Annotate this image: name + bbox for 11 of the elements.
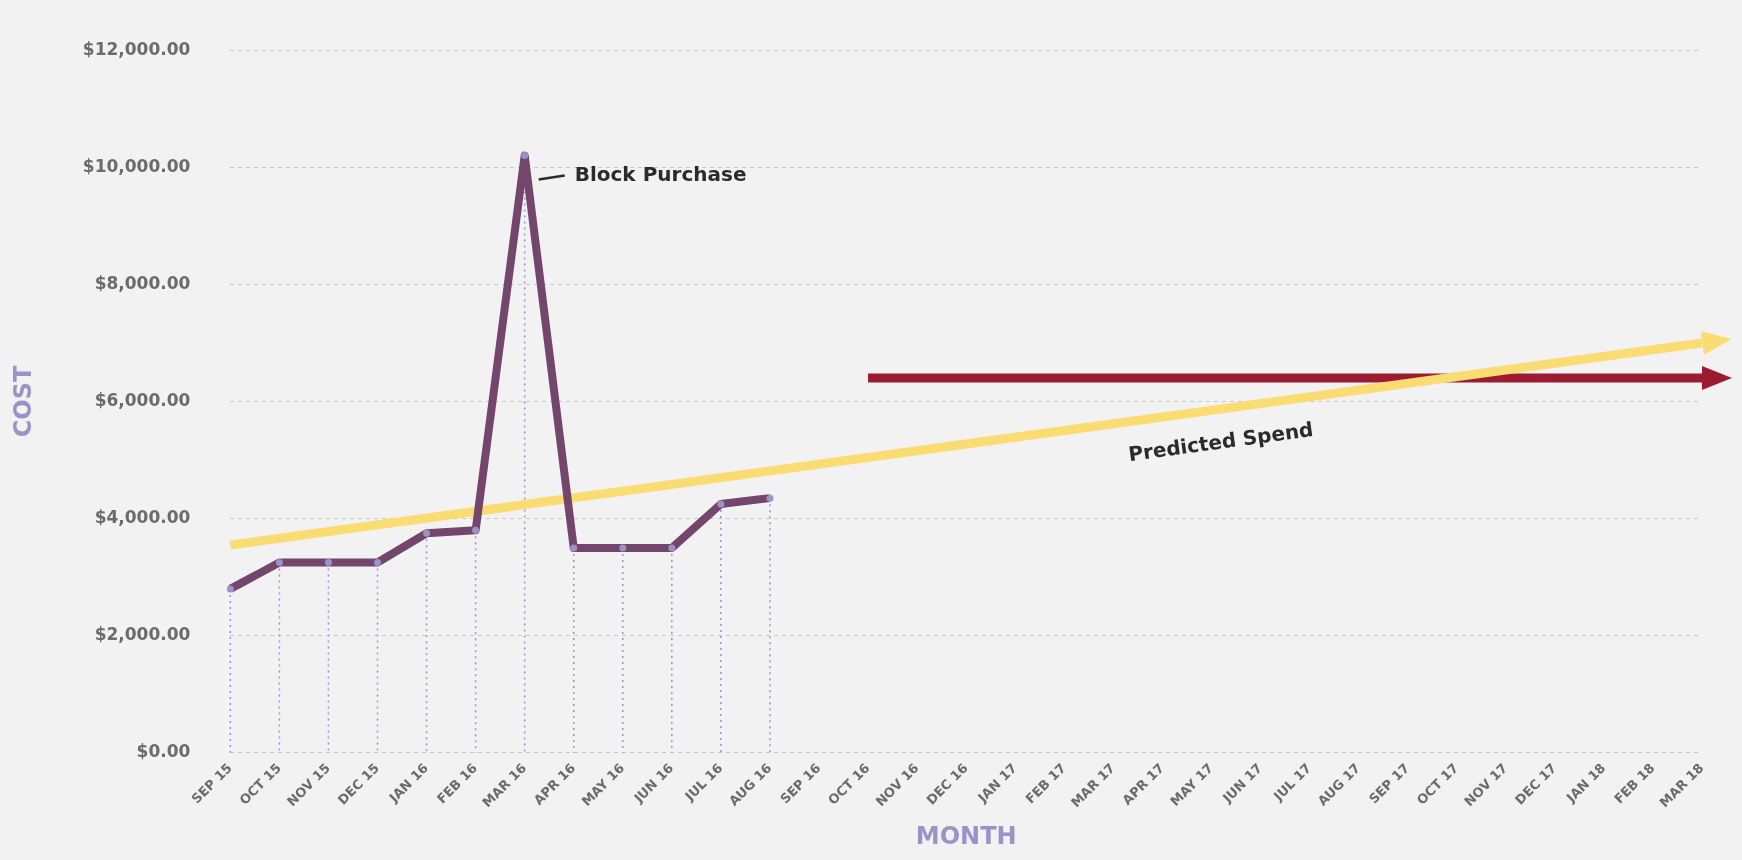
y-tick-label: $2,000.00 xyxy=(94,624,191,645)
y-tick-label: $0.00 xyxy=(136,741,191,762)
annotation: Block Purchase xyxy=(574,161,747,186)
y-axis-title: COST xyxy=(8,365,37,438)
y-tick-label: $6,000.00 xyxy=(94,389,191,410)
x-axis-title: MONTH xyxy=(915,821,1017,850)
y-tick-label: $4,000.00 xyxy=(94,507,191,528)
y-tick-label: $12,000.00 xyxy=(82,38,191,59)
annotation: Predicted Spend xyxy=(1126,416,1315,467)
y-tick-label: $8,000.00 xyxy=(94,272,191,293)
y-tick-label: $10,000.00 xyxy=(82,155,191,176)
